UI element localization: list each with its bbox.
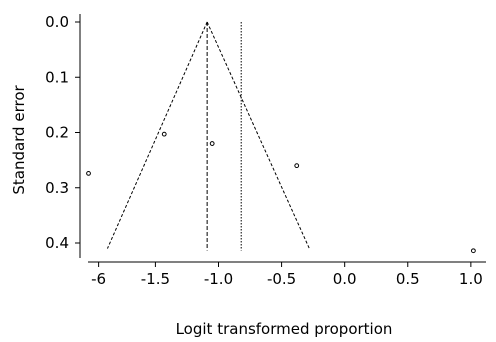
y-tick-label: 0.4 xyxy=(45,234,69,252)
x-tick-label: -1.0 xyxy=(204,270,233,288)
x-ticks: -6 -1.5 -1.0 -0.5 0.0 0.5 1.0 xyxy=(91,262,483,288)
y-tick-label: 0.3 xyxy=(45,179,69,197)
data-point xyxy=(294,163,300,169)
data-point xyxy=(470,248,476,254)
data-point xyxy=(86,170,91,176)
x-tick-label: -1.5 xyxy=(141,270,170,288)
funnel-left-line xyxy=(106,21,208,249)
axes xyxy=(79,14,486,263)
funnel-lines xyxy=(106,21,310,251)
data-points xyxy=(86,131,476,254)
y-tick-label: 0.0 xyxy=(45,13,69,31)
y-tick-label: 0.1 xyxy=(45,68,69,86)
y-axis-title: Standard error xyxy=(10,85,28,195)
y-tick-label: 0.2 xyxy=(45,124,69,142)
x-axis-title: Logit transformed proportion xyxy=(176,320,393,338)
x-tick-label: 0.0 xyxy=(333,270,357,288)
funnel-right-line xyxy=(206,21,310,249)
data-point xyxy=(161,131,167,137)
x-tick-label: -6 xyxy=(91,270,106,288)
x-tick-label: 1.0 xyxy=(459,270,483,288)
x-tick-label: 0.5 xyxy=(396,270,420,288)
y-ticks: 0.0 0.1 0.2 0.3 0.4 xyxy=(45,13,80,252)
data-point xyxy=(209,141,215,146)
x-tick-label: -0.5 xyxy=(267,270,296,288)
